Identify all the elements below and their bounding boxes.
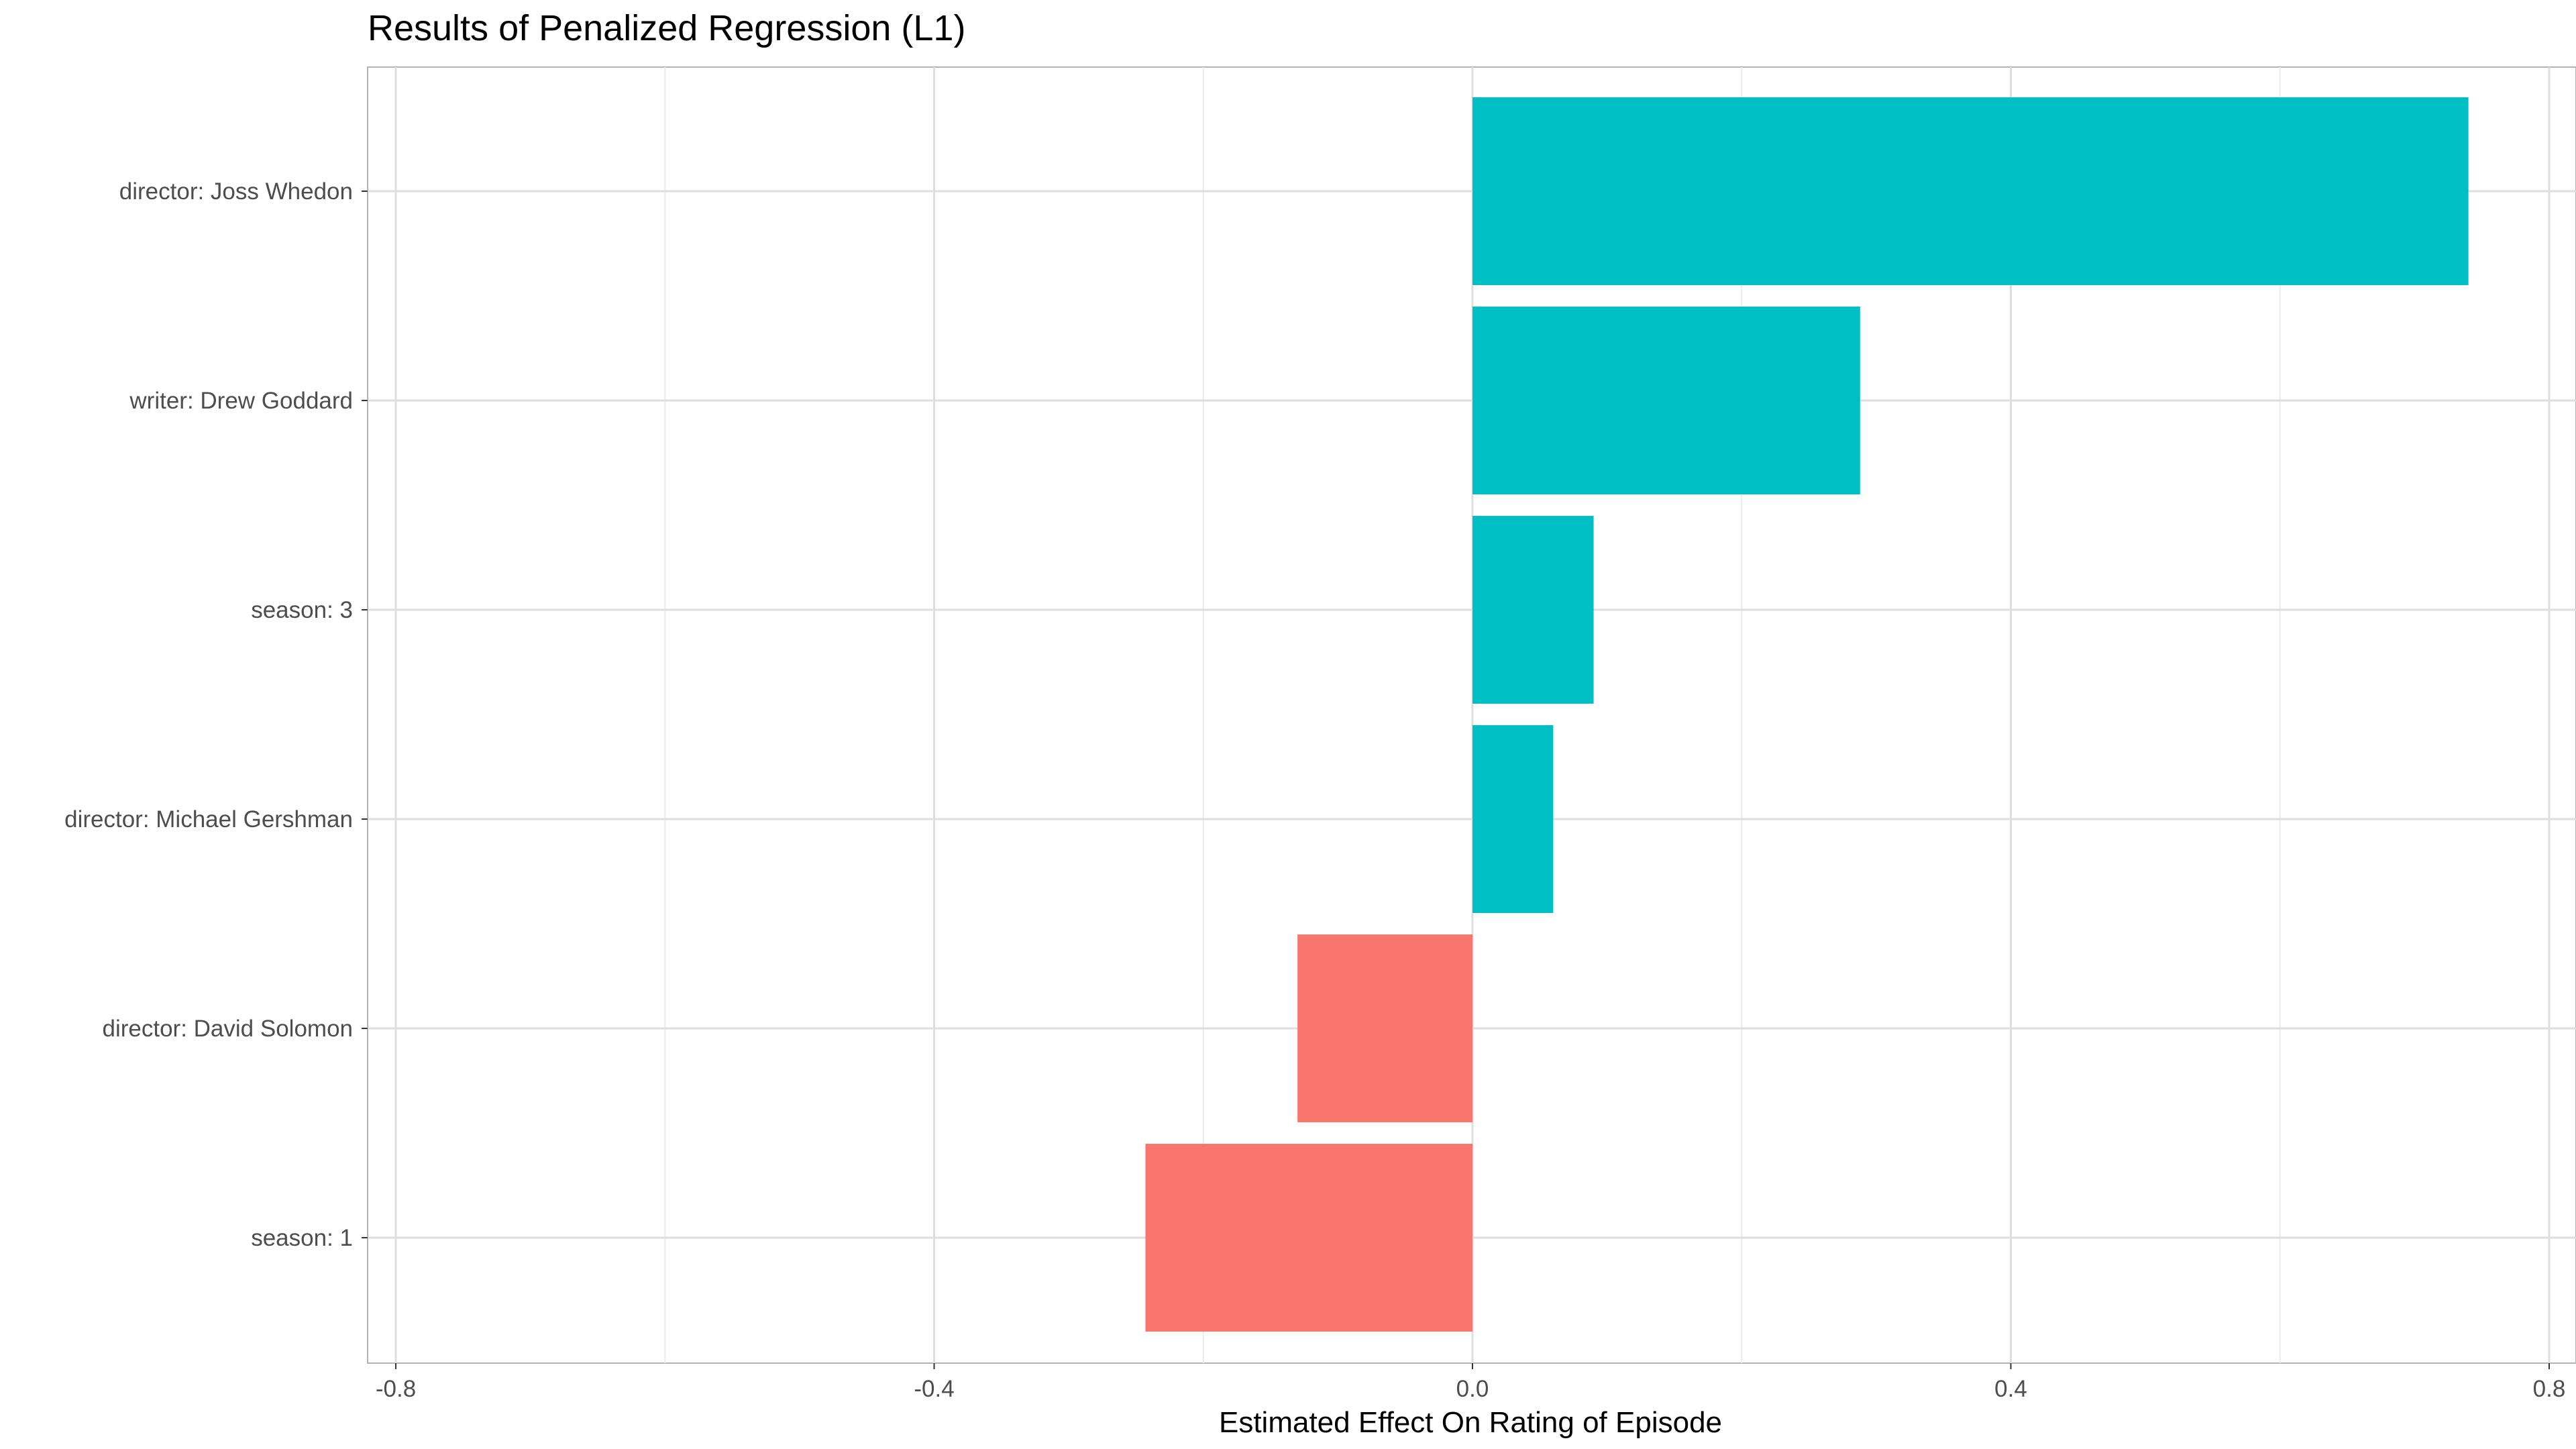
y-tick-label: season: 3 bbox=[251, 597, 353, 623]
x-axis-label: Estimated Effect On Rating of Episode bbox=[1219, 1406, 1722, 1439]
chart-title: Results of Penalized Regression (L1) bbox=[368, 8, 965, 48]
y-tick-label: season: 1 bbox=[251, 1225, 353, 1251]
x-tick-label: -0.8 bbox=[376, 1376, 416, 1402]
bar bbox=[1472, 307, 1860, 494]
y-tick-label: director: David Solomon bbox=[103, 1016, 354, 1042]
x-tick-label: 0.0 bbox=[1456, 1376, 1489, 1402]
x-tick-label: 0.8 bbox=[2533, 1376, 2566, 1402]
y-tick-label: director: Michael Gershman bbox=[64, 806, 353, 833]
x-tick-label: 0.4 bbox=[1994, 1376, 2027, 1402]
bar bbox=[1472, 97, 2469, 285]
category-labels: director: Joss Whedon writer: Drew Goddar… bbox=[64, 178, 368, 1251]
bar bbox=[1472, 725, 1554, 913]
grid-lines bbox=[368, 67, 2576, 1363]
bar bbox=[1297, 934, 1472, 1122]
bar bbox=[1145, 1144, 1472, 1332]
y-tick-label: director: Joss Whedon bbox=[119, 178, 353, 205]
x-axis-ticks: -0.8 -0.4 0.0 0.4 0.8 bbox=[376, 1363, 2565, 1402]
y-tick-label: writer: Drew Goddard bbox=[129, 388, 353, 414]
bars bbox=[1145, 97, 2469, 1332]
bar bbox=[1472, 516, 1594, 704]
x-tick-label: -0.4 bbox=[914, 1376, 954, 1402]
